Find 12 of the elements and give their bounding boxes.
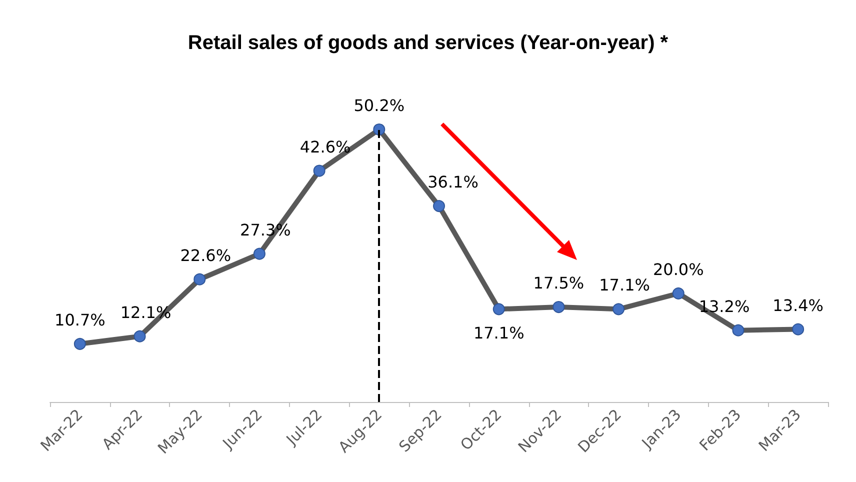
data-label: 22.6% [180, 246, 232, 265]
data-label: 50.2% [354, 96, 405, 115]
chart-title: Retail sales of goods and services (Year-on-year) * [188, 32, 668, 54]
data-label: 17.1% [599, 276, 650, 295]
data-label: 42.6% [300, 137, 351, 156]
data-label: 13.4% [772, 296, 824, 315]
data-label: 10.7% [54, 310, 106, 330]
data-label: 17.1% [473, 324, 524, 343]
data-label: 13.2% [698, 296, 750, 316]
data-label: 20.0% [652, 260, 704, 279]
data-label: 36.1% [428, 172, 478, 192]
data-label: 17.5% [533, 274, 584, 293]
